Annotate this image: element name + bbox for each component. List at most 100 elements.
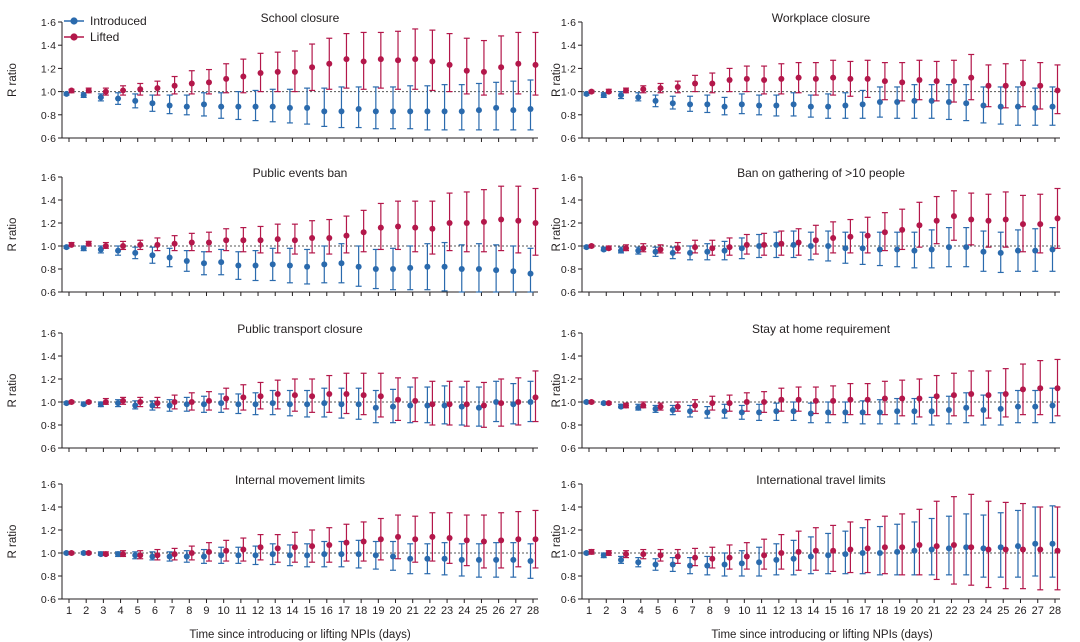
y-tick-label: 0·6 bbox=[561, 594, 576, 606]
x-tick-label: 21 bbox=[407, 605, 419, 617]
x-tick-label: 8 bbox=[186, 605, 192, 617]
data-point bbox=[326, 60, 333, 67]
data-point bbox=[223, 395, 230, 402]
data-point bbox=[1002, 82, 1009, 89]
data-point bbox=[360, 538, 367, 545]
x-tick-label: 12 bbox=[773, 605, 785, 617]
data-point bbox=[963, 244, 970, 251]
data-point bbox=[304, 552, 311, 559]
series-lifted bbox=[588, 187, 1061, 256]
data-point bbox=[510, 107, 517, 114]
data-point bbox=[778, 240, 785, 247]
chart-title: Stay at home requirement bbox=[752, 322, 891, 336]
data-point bbox=[1019, 80, 1026, 87]
y-tick-label: 1·2 bbox=[561, 525, 576, 537]
data-point bbox=[498, 400, 505, 407]
y-tick-label: 0·6 bbox=[41, 443, 56, 455]
data-point bbox=[120, 87, 127, 94]
data-point bbox=[372, 552, 379, 559]
data-point bbox=[309, 234, 316, 241]
y-tick-label: 0·6 bbox=[41, 287, 56, 299]
data-point bbox=[137, 241, 144, 248]
series-introduced bbox=[583, 505, 1056, 578]
y-tick-label: 1·0 bbox=[41, 87, 56, 99]
data-point bbox=[252, 262, 259, 269]
data-point bbox=[527, 558, 534, 565]
data-point bbox=[498, 537, 505, 544]
data-point bbox=[945, 545, 952, 552]
data-point bbox=[321, 108, 328, 115]
data-point bbox=[115, 400, 122, 407]
data-point bbox=[149, 553, 156, 560]
data-point bbox=[899, 395, 906, 402]
data-point bbox=[149, 252, 156, 259]
y-tick-label: 1·4 bbox=[41, 40, 56, 52]
data-point bbox=[80, 92, 87, 99]
data-point bbox=[424, 555, 431, 562]
series-lifted bbox=[68, 370, 539, 428]
data-point bbox=[286, 552, 293, 559]
data-point bbox=[269, 261, 276, 268]
data-point bbox=[515, 60, 522, 67]
data-point bbox=[623, 551, 630, 558]
data-point bbox=[326, 234, 333, 241]
data-point bbox=[475, 556, 482, 563]
x-tick-label: 26 bbox=[1014, 605, 1026, 617]
data-point bbox=[894, 99, 901, 106]
data-point bbox=[588, 399, 595, 405]
x-tick-label: 27 bbox=[510, 605, 522, 617]
data-point bbox=[269, 103, 276, 110]
data-point bbox=[480, 402, 487, 409]
data-point bbox=[493, 399, 500, 405]
data-point bbox=[372, 266, 379, 272]
data-point bbox=[1002, 546, 1009, 553]
data-point bbox=[377, 393, 384, 400]
data-point bbox=[115, 95, 122, 102]
data-point bbox=[842, 409, 849, 416]
y-axis-title: R ratio bbox=[551, 218, 563, 252]
data-point bbox=[933, 543, 940, 550]
data-point bbox=[321, 261, 328, 268]
data-point bbox=[205, 397, 212, 404]
data-point bbox=[446, 61, 453, 68]
data-point bbox=[154, 400, 161, 407]
data-point bbox=[80, 245, 87, 252]
x-tick-label: 9 bbox=[724, 605, 730, 617]
data-point bbox=[291, 544, 298, 551]
data-point bbox=[441, 108, 448, 115]
data-point bbox=[527, 106, 534, 112]
data-point bbox=[692, 80, 699, 87]
data-point bbox=[1049, 246, 1056, 253]
series-introduced bbox=[583, 84, 1056, 126]
chart-title: Ban on gathering of >10 people bbox=[737, 166, 905, 180]
data-point bbox=[395, 396, 402, 403]
y-tick-label: 1·4 bbox=[41, 195, 56, 207]
series-lifted bbox=[588, 53, 1061, 115]
legend-label-lifted: Lifted bbox=[90, 30, 119, 44]
x-tick-label: 2 bbox=[603, 605, 609, 617]
data-point bbox=[463, 401, 470, 408]
x-tick-label: 7 bbox=[169, 605, 175, 617]
y-tick-label: 1·4 bbox=[561, 351, 576, 363]
data-point bbox=[807, 410, 814, 417]
data-point bbox=[390, 553, 397, 560]
y-axis-title: R ratio bbox=[7, 374, 19, 408]
data-point bbox=[463, 67, 470, 74]
x-tick-label: 12 bbox=[252, 605, 264, 617]
series-introduced bbox=[63, 380, 534, 427]
data-point bbox=[223, 237, 230, 244]
data-point bbox=[390, 266, 397, 272]
data-point bbox=[252, 401, 259, 408]
data-point bbox=[933, 217, 940, 224]
data-point bbox=[692, 554, 699, 561]
data-point bbox=[200, 553, 207, 560]
data-point bbox=[412, 536, 419, 543]
data-point bbox=[1002, 390, 1009, 397]
data-point bbox=[532, 61, 539, 68]
data-point bbox=[137, 552, 144, 559]
y-tick-label: 1·2 bbox=[41, 525, 56, 537]
data-point bbox=[674, 553, 681, 560]
data-point bbox=[355, 551, 362, 558]
data-point bbox=[223, 75, 230, 82]
data-point bbox=[997, 405, 1004, 412]
